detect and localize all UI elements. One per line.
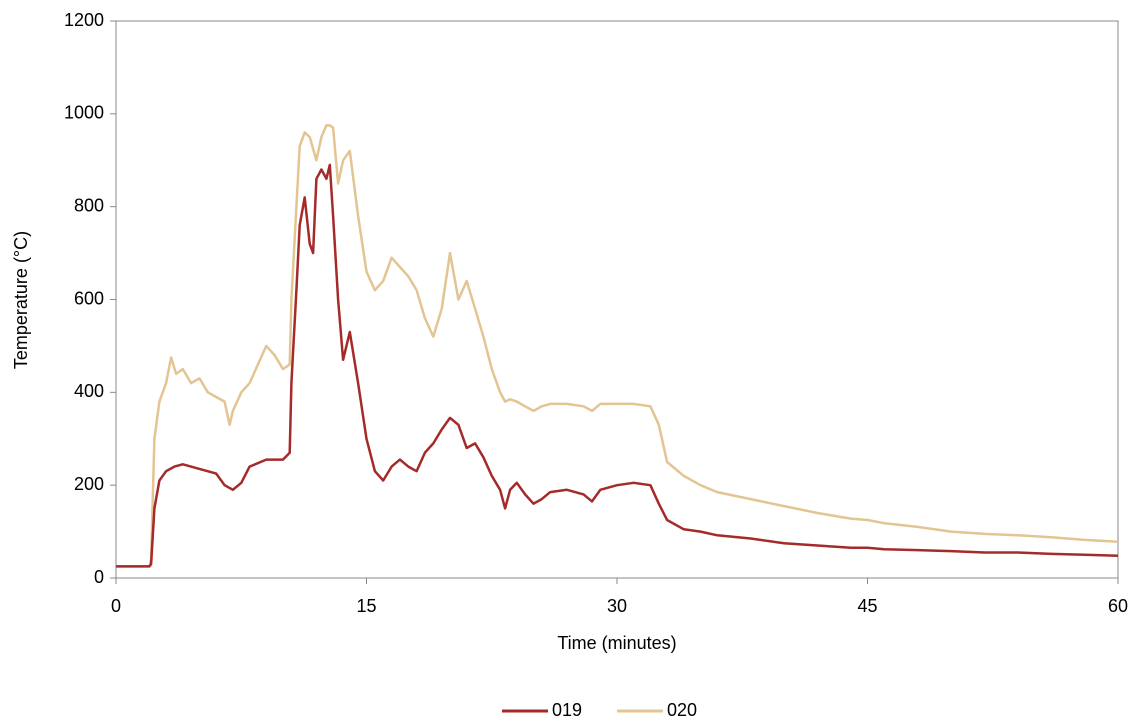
y-tick-label: 1200 [64, 10, 104, 30]
y-tick-label: 800 [74, 195, 104, 215]
y-axis-title: Temperature (°C) [11, 231, 31, 369]
series-line [116, 163, 1119, 568]
y-tick-label: 400 [74, 381, 104, 401]
x-tick-label: 15 [356, 596, 376, 616]
x-tick-label: 60 [1108, 596, 1128, 616]
y-tick-label: 600 [74, 288, 104, 308]
y-tick-label: 1000 [64, 103, 104, 123]
series-line [116, 124, 1119, 568]
y-tick-label: 200 [74, 474, 104, 494]
plot-frame [115, 20, 1119, 579]
x-tick-label: 45 [857, 596, 877, 616]
legend-label: 019 [552, 700, 582, 720]
y-tick-label: 0 [94, 567, 104, 587]
legend-label: 020 [667, 700, 697, 720]
x-tick-label: 0 [111, 596, 121, 616]
x-axis-title: Time (minutes) [557, 633, 676, 653]
x-tick-label: 30 [607, 596, 627, 616]
